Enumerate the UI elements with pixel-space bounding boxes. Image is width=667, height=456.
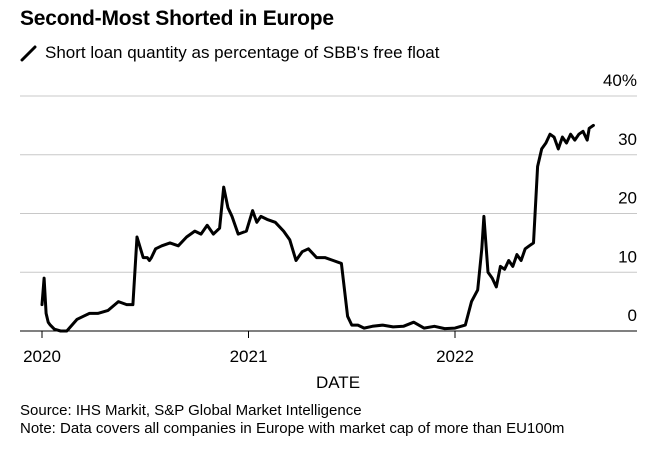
legend-line-icon	[20, 45, 37, 61]
axes	[20, 330, 637, 338]
y-tick-label-10: 10	[618, 247, 637, 266]
series-layer	[40, 123, 595, 333]
tick-labels: 0 10 20 30 40% 2020 2021 2022 DATE	[23, 71, 637, 392]
chart-title: Second-Most Shorted in Europe	[20, 7, 334, 30]
series-line-0	[40, 123, 595, 333]
legend-label: Short loan quantity as percentage of SBB…	[45, 43, 440, 62]
source-note: Source: IHS Markit, S&P Global Market In…	[20, 402, 362, 419]
x-axis-title: DATE	[316, 373, 360, 392]
y-tick-label-30: 30	[618, 130, 637, 149]
footer: Source: IHS Markit, S&P Global Market In…	[20, 402, 564, 438]
legend: Short loan quantity as percentage of SBB…	[20, 43, 440, 63]
gridlines	[20, 95, 637, 273]
x-tick-label-2020: 2020	[23, 347, 61, 366]
y-tick-label-40: 40%	[603, 71, 637, 90]
y-tick-label-0: 0	[628, 306, 637, 325]
x-tick-label-2021: 2021	[230, 347, 268, 366]
x-tick-label-2022: 2022	[436, 347, 474, 366]
data-note: Note: Data covers all companies in Europ…	[20, 420, 565, 437]
y-tick-label-20: 20	[618, 189, 637, 208]
